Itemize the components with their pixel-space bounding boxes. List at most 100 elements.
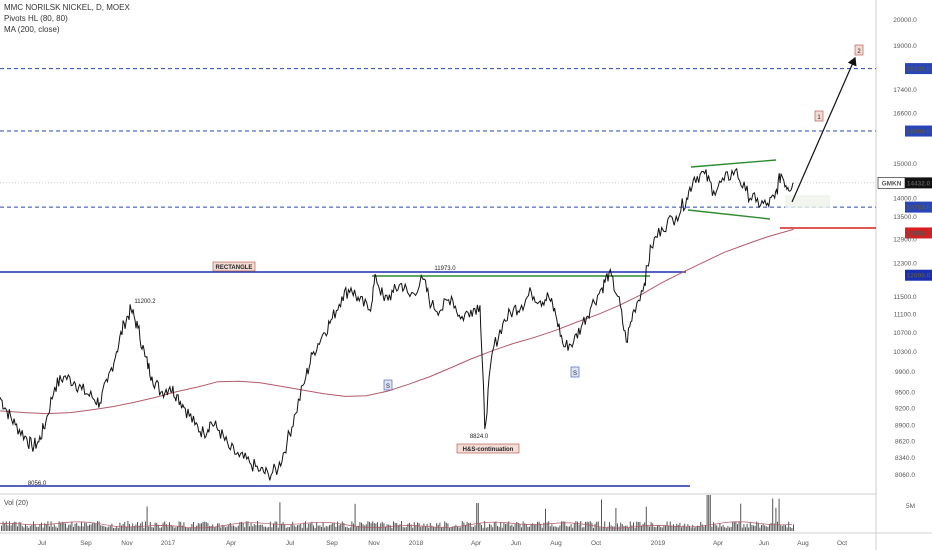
volume-bar — [4, 523, 6, 531]
volume-bar — [521, 527, 522, 531]
horizontal-levels: 18136.0 16008.0 13750.0 12000.0 13058.0 GMKN 1… — [0, 63, 932, 281]
volume-bar — [553, 526, 554, 531]
volume-bar — [620, 522, 622, 531]
volume-bar — [105, 526, 106, 531]
time-axis-tick-label: 2017 — [161, 540, 176, 547]
projection-arrow[interactable] — [791, 56, 857, 203]
volume-bar — [506, 523, 508, 531]
volume-bar — [98, 521, 100, 531]
volume-bar — [381, 521, 383, 531]
time-axis-ticks: Jul Sep Nov 2017 Apr Jul Sep Nov 2018 Apr Jun Aug Oc… — [38, 540, 847, 547]
volume-bar — [132, 523, 134, 531]
price-axis-tick-label: 11500.0 — [893, 294, 916, 301]
volume-bar — [305, 521, 306, 531]
hs-label-box[interactable] — [456, 443, 520, 454]
volume-bar — [353, 523, 354, 531]
volume-bar — [226, 526, 228, 531]
rectangle-label-box[interactable] — [212, 261, 256, 272]
right-shoulder-box[interactable] — [570, 366, 580, 378]
volume-bar — [538, 521, 540, 531]
volume-bar — [607, 526, 609, 531]
volume-bar — [33, 521, 34, 531]
price-series — [0, 167, 794, 481]
volume-bar — [425, 526, 426, 531]
volume-bar — [25, 524, 26, 531]
wave-1-box[interactable] — [814, 110, 824, 122]
volume-bar — [764, 525, 766, 531]
volume-bar — [213, 527, 215, 531]
volume-bar — [52, 526, 54, 531]
volume-bar — [170, 524, 172, 531]
volume-bar — [793, 524, 794, 531]
volume-bar — [503, 523, 505, 531]
volume-bar — [93, 522, 95, 531]
price-axis-tick-label: 8340.0 — [895, 455, 915, 462]
volume-bar — [399, 524, 401, 531]
volume-bar — [245, 521, 247, 531]
volume-bar — [138, 525, 140, 531]
time-axis-tick-label: Nov — [368, 540, 380, 547]
volume-bar — [177, 526, 178, 531]
volume-bar — [557, 527, 559, 531]
volume-bar — [413, 522, 415, 531]
time-axis-tick-label: Aug — [797, 540, 809, 547]
volume-bar — [149, 522, 151, 531]
wave-2-box[interactable] — [854, 44, 864, 56]
volume-bar — [217, 523, 218, 531]
volume-bar — [260, 524, 262, 531]
volume-bar — [417, 522, 418, 531]
volume-bar — [474, 525, 476, 531]
volume-bar — [583, 527, 585, 531]
volume-bar — [444, 521, 446, 531]
volume-bar — [532, 523, 534, 531]
volume-bar — [250, 523, 252, 531]
time-axis-tick-label: Jun — [759, 540, 770, 547]
volume-bar — [330, 524, 332, 531]
volume-bar — [271, 527, 273, 531]
volume-bar — [156, 522, 158, 531]
volume-bar — [161, 527, 162, 531]
volume-bar — [101, 525, 103, 531]
volume-bar — [708, 495, 710, 531]
time-axis-tick-label: Oct — [591, 540, 601, 547]
volume-bar — [47, 521, 49, 531]
volume-bar — [559, 525, 561, 531]
volume-bar — [317, 525, 319, 531]
volume-bar — [457, 526, 458, 531]
volume-bar — [562, 521, 564, 531]
volume-bar — [196, 525, 198, 531]
volume-bar — [666, 521, 668, 531]
volume-bar — [23, 527, 25, 531]
volume-bar — [663, 525, 665, 531]
volume-bar — [364, 525, 366, 531]
time-axis-tick-label: 2018 — [409, 540, 424, 547]
volume-bar — [556, 527, 558, 531]
volume-bar — [300, 524, 302, 531]
left-shoulder-box[interactable] — [383, 379, 393, 391]
volume-bar — [471, 526, 473, 531]
volume-bar — [658, 524, 660, 531]
price-level-tag — [905, 201, 932, 213]
volume-bar — [721, 526, 722, 531]
volume-bar — [153, 527, 154, 531]
price-axis-tick-label: 9900.0 — [895, 369, 915, 376]
volume-bar — [519, 524, 521, 531]
pennant-upper-trendline[interactable] — [690, 159, 777, 168]
volume-bar — [485, 527, 487, 531]
volume-bar — [593, 527, 594, 531]
pivot-high-label-2: 11973.0 — [434, 266, 456, 272]
volume-bar — [450, 527, 452, 531]
pennant-lower-trendline[interactable] — [687, 209, 771, 220]
volume-bar — [409, 522, 410, 531]
volume-axis-tick: 5M — [906, 503, 915, 510]
volume-bar — [442, 526, 444, 531]
volume-bar — [673, 524, 674, 531]
volume-bar — [522, 521, 524, 531]
volume-bar — [49, 526, 50, 531]
volume-bar — [273, 523, 274, 531]
volume-bar — [727, 526, 729, 531]
volume-bar — [277, 527, 279, 531]
volume-bar — [29, 525, 31, 531]
volume-bar — [695, 526, 697, 531]
volume-bar — [249, 526, 250, 531]
